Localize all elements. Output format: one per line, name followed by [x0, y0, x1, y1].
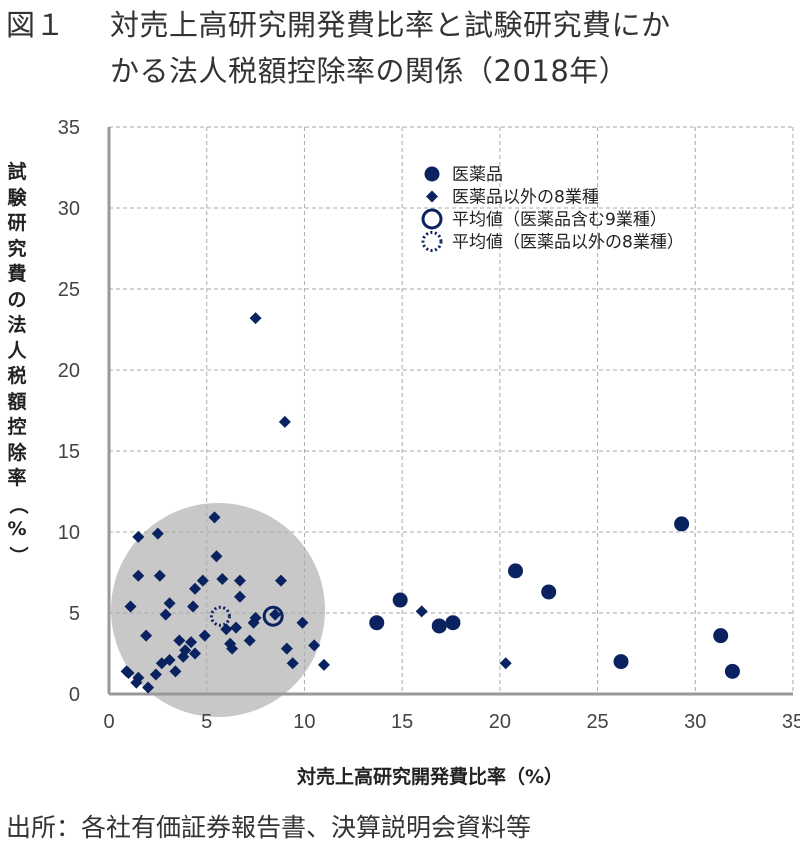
- legend-label: 平均値（医薬品含む9業種）: [452, 210, 667, 230]
- diamond-point: [132, 530, 145, 543]
- x-tick-label: 15: [391, 711, 413, 733]
- circle-point: [369, 615, 385, 631]
- diamond-point: [198, 629, 211, 642]
- diamond-point: [226, 642, 239, 655]
- diamond-point: [130, 676, 143, 689]
- diamond-point: [243, 634, 256, 647]
- y-tick-label: 20: [58, 360, 80, 382]
- diamond-point: [196, 574, 209, 587]
- legend-label: 医薬品以外の8業種: [452, 188, 599, 208]
- diamond-point: [155, 657, 168, 670]
- diamond-point: [308, 639, 321, 652]
- diamond-point: [247, 616, 260, 629]
- x-tick-label: 30: [684, 711, 706, 733]
- diamond-point: [188, 647, 201, 660]
- x-tick-label: 0: [103, 711, 114, 733]
- title-line-2: かる法人税額控除率の関係（2018年）: [110, 54, 629, 88]
- diamond-point: [185, 636, 198, 649]
- highlight-circle: [111, 503, 325, 717]
- diamond-point: [216, 572, 229, 585]
- y-tick-label: 30: [58, 198, 80, 220]
- diamond-point: [124, 600, 137, 613]
- legend-label: 平均値（医薬品以外の8業種）: [452, 233, 684, 253]
- circle-point: [507, 563, 523, 579]
- title-line-1: 対売上高研究開発費比率と試験研究費にか: [110, 8, 671, 42]
- diamond-point: [233, 590, 246, 603]
- open-circle-point: [262, 605, 284, 627]
- circle-point: [445, 615, 461, 631]
- x-tick-label: 35: [782, 711, 800, 733]
- diamond-point: [142, 681, 155, 694]
- circle-point: [431, 618, 447, 634]
- circle-point: [613, 654, 629, 670]
- diamond-point: [122, 666, 135, 679]
- circle-point: [541, 584, 557, 600]
- circle-point: [713, 628, 729, 644]
- y-tick-label: 0: [69, 684, 80, 706]
- x-tick-label: 5: [201, 711, 212, 733]
- legend-label: 医薬品: [452, 165, 503, 185]
- diamond-point: [280, 642, 293, 655]
- x-tick-label: 20: [489, 711, 511, 733]
- y-tick-label: 35: [58, 117, 80, 139]
- diamond-point: [230, 621, 243, 634]
- figure-number: 図１: [6, 8, 66, 42]
- diamond-point: [296, 616, 309, 629]
- diamond-point: [151, 527, 164, 540]
- x-axis-label: 対売上高研究開発費比率（%）: [296, 766, 564, 788]
- legend-marker-diamond: [426, 190, 438, 203]
- diamond-point: [220, 623, 233, 636]
- diamond-point: [269, 608, 282, 621]
- y-tick-label: 15: [58, 441, 80, 463]
- legend-marker-open-circle: [421, 208, 443, 230]
- circle-point: [724, 663, 740, 679]
- chart-title: 図１ 対売上高研究開発費比率と試験研究費にか かる法人税額控除率の関係（2018年…: [6, 2, 671, 94]
- diamond-point: [132, 569, 145, 582]
- y-axis-label: 試験研究費の法人税額控除率（%）: [6, 161, 29, 565]
- diamond-point: [140, 629, 153, 642]
- diamond-point: [149, 668, 162, 681]
- diamond-point: [169, 665, 182, 678]
- diamond-point: [188, 582, 201, 595]
- diamond-point: [210, 550, 223, 563]
- legend-marker-dotted-circle: [421, 231, 443, 252]
- diamond-point: [317, 658, 330, 671]
- diamond-point: [499, 657, 512, 670]
- diamond-point: [163, 597, 176, 610]
- y-tick-label: 10: [58, 522, 80, 544]
- diamond-point: [187, 600, 200, 613]
- diamond-point: [278, 415, 291, 428]
- diamond-point: [233, 574, 246, 587]
- x-tick-label: 10: [293, 711, 315, 733]
- legend-marker-circle: [424, 166, 440, 182]
- diamond-point: [159, 608, 172, 621]
- dotted-circle-point: [209, 605, 231, 627]
- source-note: 出所：各社有価証券報告書、決算説明会資料等: [6, 813, 532, 842]
- x-tick-label: 25: [586, 711, 608, 733]
- diamond-point: [177, 650, 190, 663]
- circle-point: [392, 592, 408, 608]
- diamond-point: [153, 569, 166, 582]
- y-tick-label: 25: [58, 279, 80, 301]
- diamond-point: [249, 312, 262, 325]
- diamond-point: [173, 634, 186, 647]
- diamond-point: [286, 657, 299, 670]
- circle-point: [674, 516, 690, 532]
- diamond-point: [274, 574, 287, 587]
- diamond-point: [208, 511, 221, 524]
- diamond-point: [415, 605, 428, 618]
- y-tick-label: 5: [69, 603, 80, 625]
